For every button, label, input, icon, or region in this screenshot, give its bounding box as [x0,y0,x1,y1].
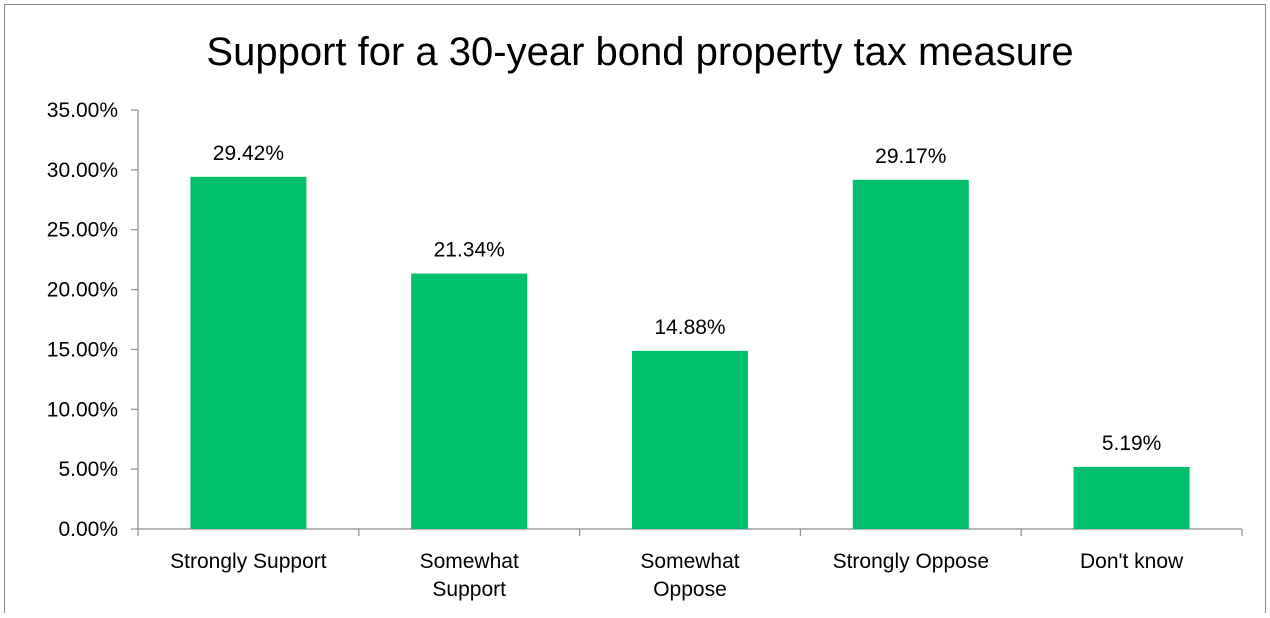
bar [852,179,969,529]
y-tick-label: 0.00% [58,518,118,541]
x-axis [137,528,1243,536]
y-tick-label: 30.00% [47,159,118,182]
y-tick-label: 20.00% [47,279,118,302]
category-label: Support [432,578,506,601]
bar [190,176,307,529]
category-labels: Strongly Support Somewhat Support Somewhat O… [170,550,1184,601]
data-labels: 29.42% 21.34% 14.88% 29.17% 5.19% [213,142,1162,455]
bars [190,176,1190,529]
bar [411,273,528,529]
data-label: 29.42% [213,142,284,165]
y-tick-label: 35.00% [47,99,118,122]
data-label: 21.34% [434,239,505,262]
data-label: 14.88% [654,316,725,339]
category-label: Somewhat [420,550,519,573]
y-axis: 0.00% 5.00% 10.00% 15.00% 20.00% 25.00% 30.00%… [47,99,139,541]
y-tick-label: 25.00% [47,219,118,242]
chart-title: Support for a 30-year bond property tax … [206,30,1074,74]
y-tick-label: 15.00% [47,338,118,361]
y-tick-label: 5.00% [58,458,118,481]
data-label: 29.17% [875,145,946,168]
category-label: Don't know [1080,550,1184,573]
category-label: Oppose [653,578,727,601]
y-tick-label: 10.00% [47,398,118,421]
bar [1073,466,1190,529]
category-label: Strongly Support [170,550,327,573]
category-label: Strongly Oppose [833,550,989,573]
data-label: 5.19% [1102,432,1162,455]
bar [632,350,748,529]
category-label: Somewhat [640,550,739,573]
